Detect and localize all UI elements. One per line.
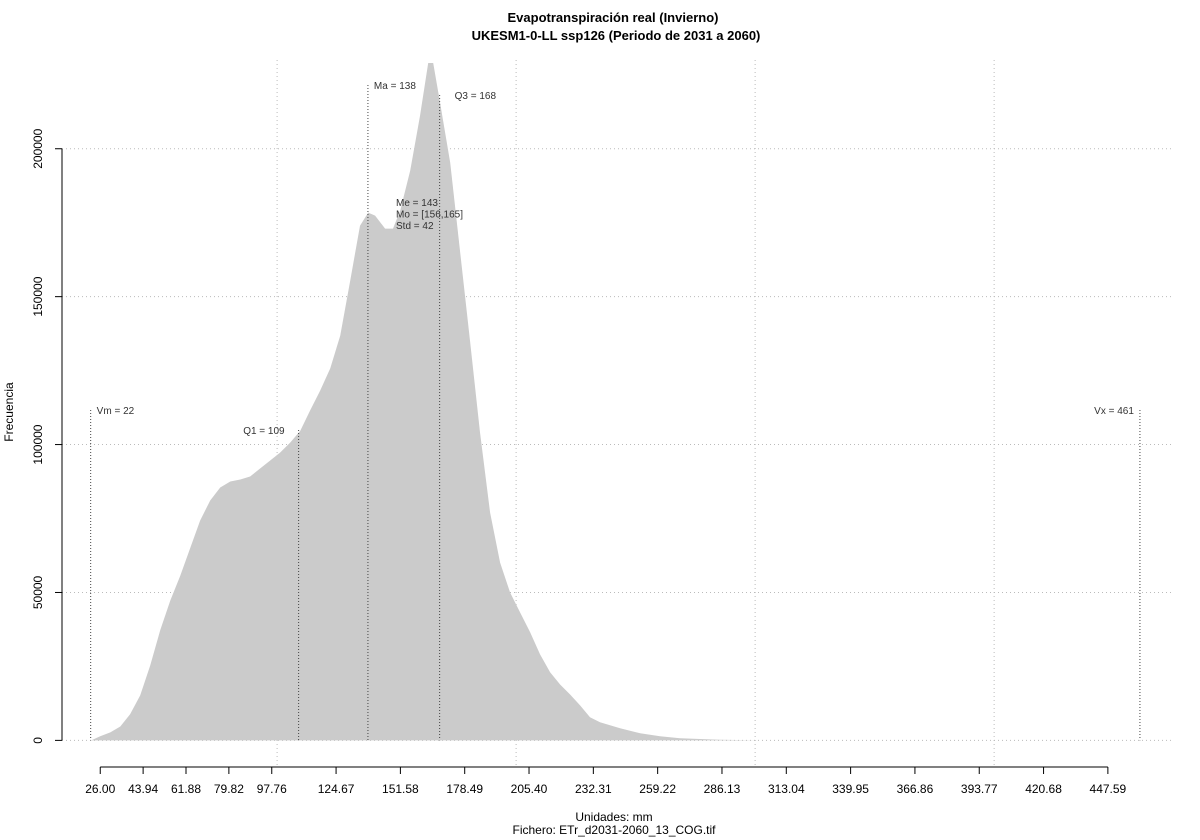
caption: Fichero: ETr_d2031-2060_13_COG.tif — [513, 823, 717, 837]
x-tick-label: 79.82 — [214, 782, 244, 796]
x-tick-label: 366.86 — [897, 782, 934, 796]
y-tick-label: 100000 — [31, 424, 45, 464]
x-tick-label: 151.58 — [382, 782, 419, 796]
y-axis-label: Frecuencia — [2, 382, 16, 442]
x-tick-label: 447.59 — [1090, 782, 1127, 796]
x-tick-label: 124.67 — [318, 782, 355, 796]
x-tick-label: 43.94 — [128, 782, 158, 796]
x-tick-label: 97.76 — [257, 782, 287, 796]
stat-label: Std = 42 — [396, 221, 434, 232]
chart-subtitle: UKESM1-0-LL ssp126 (Periodo de 2031 a 20… — [472, 28, 761, 43]
density-area — [91, 63, 1130, 741]
marker-label: Vx = 461 — [1094, 406, 1134, 417]
marker-label: Q1 = 109 — [243, 426, 285, 437]
x-tick-label: 286.13 — [704, 782, 741, 796]
chart-title: Evapotranspiración real (Invierno) — [508, 10, 719, 25]
x-axis-label: Unidades: mm — [575, 810, 652, 824]
stat-label: Me = 143 — [396, 198, 438, 209]
marker-label: Q3 = 168 — [455, 91, 497, 102]
y-tick-label: 50000 — [31, 575, 45, 609]
x-tick-label: 26.00 — [85, 782, 115, 796]
x-tick-label: 259.22 — [639, 782, 676, 796]
y-tick-label: 150000 — [31, 276, 45, 316]
marker-label: Ma = 138 — [374, 81, 416, 92]
y-tick-label: 0 — [31, 737, 45, 744]
marker-label: Vm = 22 — [97, 406, 135, 417]
y-tick-label: 200000 — [31, 128, 45, 168]
x-tick-label: 232.31 — [575, 782, 612, 796]
x-tick-label: 420.68 — [1025, 782, 1062, 796]
x-tick-label: 393.77 — [961, 782, 998, 796]
x-tick-label: 61.88 — [171, 782, 201, 796]
x-tick-label: 178.49 — [446, 782, 483, 796]
x-tick-label: 339.95 — [832, 782, 869, 796]
x-tick-label: 313.04 — [768, 782, 805, 796]
x-tick-label: 205.40 — [511, 782, 548, 796]
stat-label: Mo = [156,165] — [396, 210, 463, 221]
